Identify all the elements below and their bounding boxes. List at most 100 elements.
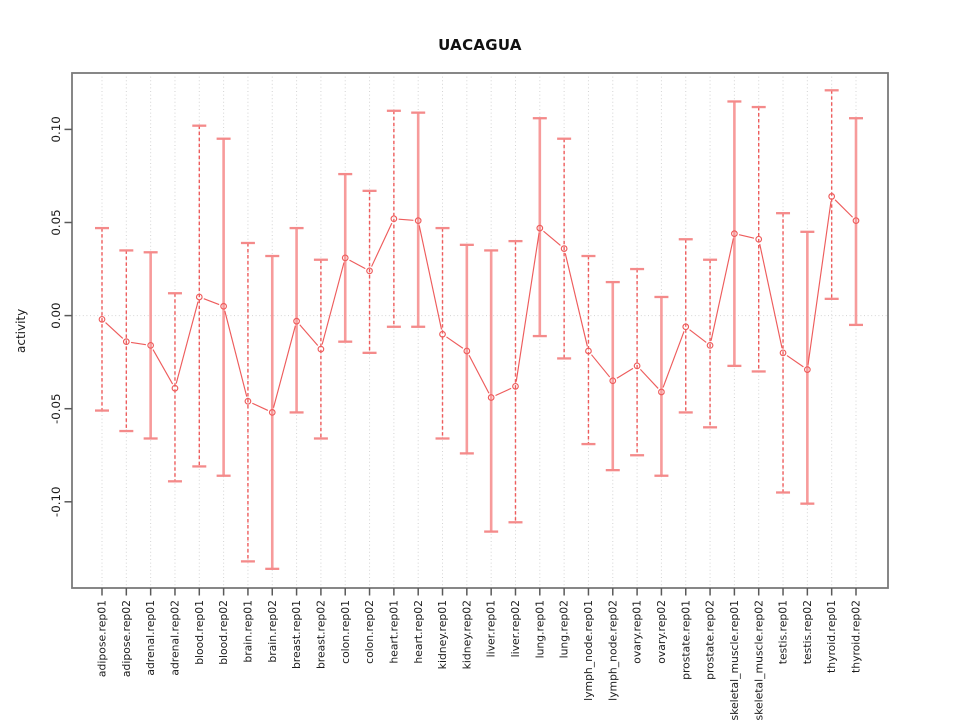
data-point-marker bbox=[171, 384, 179, 392]
series-line-segment bbox=[807, 201, 832, 365]
x-tick-label: ovary.rep01 bbox=[631, 600, 644, 664]
series-line-segment bbox=[224, 310, 248, 397]
series-line-segment bbox=[834, 199, 854, 218]
series-line-segment bbox=[398, 218, 414, 221]
y-tick-label: 0.00 bbox=[49, 302, 63, 328]
data-point-marker bbox=[341, 254, 349, 262]
x-tick-label: prostate.rep02 bbox=[704, 600, 717, 680]
data-point-marker bbox=[244, 397, 252, 405]
series-line-segment bbox=[689, 329, 707, 343]
series-line-segment bbox=[759, 243, 783, 349]
x-tick-label: colon.rep01 bbox=[339, 600, 352, 664]
series-line-segment bbox=[272, 325, 296, 408]
series-line-segment bbox=[564, 253, 588, 347]
data-point-marker bbox=[658, 388, 665, 396]
data-point-marker bbox=[852, 217, 860, 225]
x-tick-label: breast.rep01 bbox=[290, 600, 303, 669]
series-line-segment bbox=[299, 324, 319, 346]
x-tick-label: adipose.rep02 bbox=[120, 600, 133, 677]
x-tick-label: prostate.rep01 bbox=[679, 600, 692, 680]
x-tick-label: lung.rep02 bbox=[558, 600, 571, 658]
y-tick-label: 0.05 bbox=[49, 209, 63, 235]
x-tick-label: kidney.rep02 bbox=[460, 600, 473, 669]
series-line-segment bbox=[105, 322, 124, 339]
y-tick-label: -0.10 bbox=[49, 487, 63, 518]
data-point-marker bbox=[633, 362, 641, 370]
data-point-marker bbox=[585, 347, 592, 355]
series-line-segment bbox=[468, 354, 490, 394]
series-line-segment bbox=[591, 354, 611, 378]
x-tick-label: colon.rep02 bbox=[363, 600, 376, 664]
data-point-marker bbox=[390, 215, 398, 223]
series-line-segment bbox=[786, 355, 804, 368]
data-point-marker bbox=[195, 293, 203, 301]
data-point-marker bbox=[512, 382, 519, 390]
data-point-marker bbox=[147, 342, 155, 349]
series-line-segment bbox=[175, 301, 199, 384]
chart-title: UACAGUA bbox=[438, 36, 522, 54]
series-line-segment bbox=[543, 230, 561, 246]
data-point-marker bbox=[682, 323, 690, 331]
data-point-marker bbox=[366, 267, 373, 275]
series-line-segment bbox=[130, 341, 146, 346]
series-line-segment bbox=[616, 367, 634, 379]
x-tick-label: heart.rep02 bbox=[412, 600, 425, 664]
x-tick-label: ovary.rep02 bbox=[655, 600, 668, 664]
data-point-marker bbox=[487, 394, 495, 401]
x-tick-label: liver.rep02 bbox=[509, 600, 522, 657]
x-tick-label: lymph_node.rep01 bbox=[582, 600, 595, 701]
series-line-segment bbox=[662, 331, 685, 388]
series-line-segment bbox=[418, 225, 443, 330]
data-point-marker bbox=[220, 302, 227, 310]
data-point-marker bbox=[828, 193, 836, 200]
x-tick-label: lung.rep01 bbox=[533, 600, 546, 658]
data-point-marker bbox=[706, 342, 714, 349]
series-line-segment bbox=[321, 262, 345, 345]
series-line-segment bbox=[639, 368, 659, 389]
y-tick-label: 0.10 bbox=[49, 116, 63, 142]
data-point-marker bbox=[755, 235, 763, 243]
data-point-marker bbox=[414, 217, 422, 225]
series-line-segment bbox=[495, 387, 512, 397]
x-tick-label: brain.rep01 bbox=[241, 600, 254, 663]
series-line-segment bbox=[152, 349, 174, 385]
data-point-marker bbox=[731, 230, 738, 238]
x-tick-label: skeletal_muscle.rep02 bbox=[752, 600, 765, 720]
x-tick-label: breast.rep02 bbox=[314, 600, 327, 669]
x-tick-label: testis.rep02 bbox=[801, 600, 814, 664]
x-tick-label: thyroid.rep02 bbox=[850, 600, 863, 673]
series-line-segment bbox=[371, 222, 393, 267]
x-tick-label: lymph_node.rep02 bbox=[606, 600, 619, 701]
x-tick-label: blood.rep01 bbox=[193, 600, 206, 665]
data-point-marker bbox=[779, 349, 787, 357]
series-line-segment bbox=[515, 232, 540, 382]
series-line-segment bbox=[738, 234, 755, 239]
x-tick-label: testis.rep01 bbox=[777, 600, 790, 664]
data-point-marker bbox=[439, 330, 446, 338]
plot-frame bbox=[71, 72, 889, 589]
x-tick-label: skeletal_muscle.rep01 bbox=[728, 600, 741, 720]
series-line-segment bbox=[446, 336, 464, 349]
series-line-segment bbox=[252, 402, 269, 411]
x-tick-label: adrenal.rep01 bbox=[144, 600, 157, 676]
x-tick-label: kidney.rep01 bbox=[436, 600, 449, 669]
data-point-marker bbox=[463, 347, 471, 355]
data-point-marker bbox=[293, 317, 300, 325]
x-tick-label: blood.rep02 bbox=[217, 600, 230, 665]
data-point-marker bbox=[560, 245, 568, 252]
series-line-segment bbox=[710, 238, 734, 341]
x-tick-label: thyroid.rep01 bbox=[825, 600, 838, 673]
x-tick-label: brain.rep02 bbox=[266, 600, 279, 663]
data-point-marker bbox=[268, 409, 276, 416]
x-tick-label: adrenal.rep02 bbox=[169, 600, 182, 676]
data-point-marker bbox=[536, 224, 544, 232]
data-point-marker bbox=[803, 366, 811, 373]
data-point-marker bbox=[98, 315, 106, 323]
series-line-segment bbox=[203, 298, 220, 306]
y-tick-label: -0.05 bbox=[49, 393, 63, 424]
x-tick-label: adipose.rep01 bbox=[96, 600, 109, 677]
data-point-marker bbox=[122, 338, 130, 346]
data-point-marker bbox=[609, 377, 617, 385]
